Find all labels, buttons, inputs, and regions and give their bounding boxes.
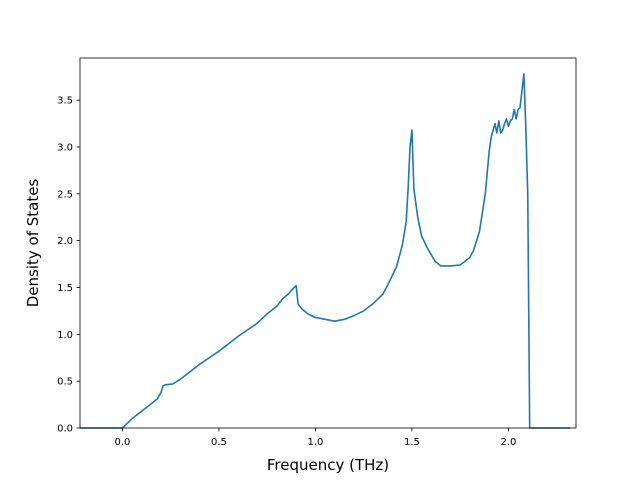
y-tick-label: 3.0 (57, 142, 73, 153)
y-tick-label: 2.0 (57, 236, 73, 247)
x-tick-label: 1.0 (308, 437, 324, 448)
y-tick-label: 3.5 (57, 96, 73, 107)
x-tick-label: 2.0 (500, 437, 516, 448)
data-layer (80, 73, 571, 429)
y-axis-label: Density of States (24, 179, 42, 308)
y-tick-label: 1.0 (57, 330, 73, 341)
x-axis-label: Frequency (THz) (267, 456, 389, 474)
plot-frame (79, 57, 577, 429)
x-tick-label: 0.5 (211, 437, 227, 448)
dos-series-line (80, 73, 571, 429)
y-tick-label: 0.5 (57, 377, 73, 388)
y-tick-label: 2.5 (57, 189, 73, 200)
y-tick-label: 1.5 (57, 283, 73, 294)
x-axis: 0.0 0.5 1.0 1.5 2.0 (115, 428, 516, 448)
x-tick-label: 1.5 (404, 437, 420, 448)
x-tick-label: 0.0 (115, 437, 131, 448)
y-tick-label: 0.0 (57, 424, 73, 435)
y-axis: 0.0 0.5 1.0 1.5 2.0 2.5 3.0 3.5 (57, 96, 80, 435)
plot-area (80, 58, 576, 428)
